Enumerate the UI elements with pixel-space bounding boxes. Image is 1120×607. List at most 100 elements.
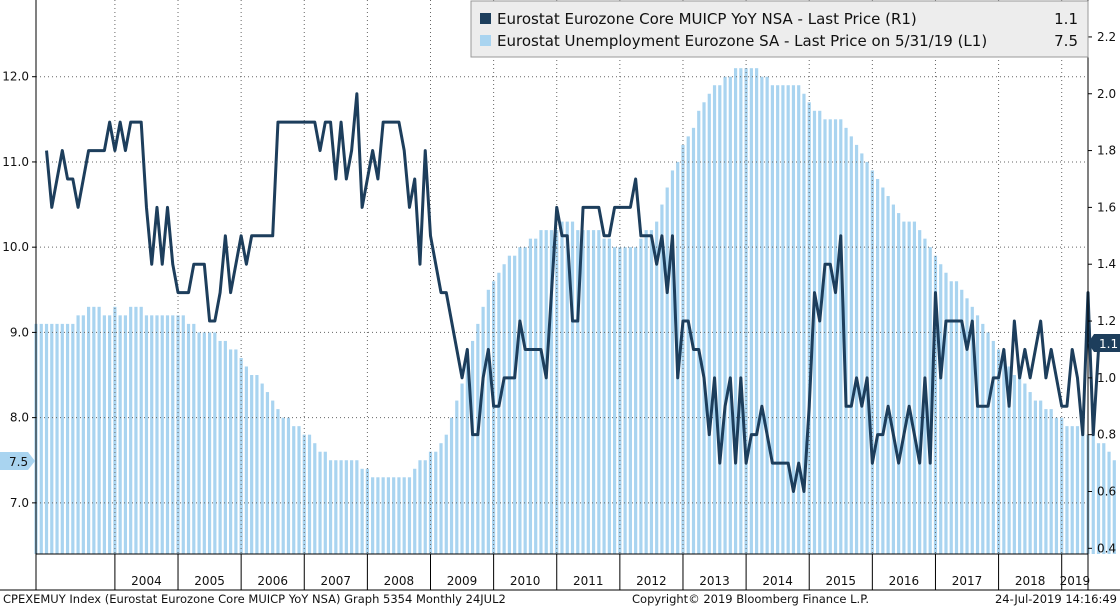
unemployment-bar <box>686 136 690 554</box>
unemployment-bar <box>1054 417 1059 554</box>
unemployment-bar <box>455 400 459 554</box>
unemployment-bar <box>613 247 617 555</box>
unemployment-bar <box>449 417 454 554</box>
unemployment-bar <box>770 85 774 554</box>
unemployment-bar <box>944 272 948 554</box>
right-axis-ticks: 0.4 0.6 0.8 1.0 1.2 1.4 1.6 1.8 2.0 2.2 <box>1088 30 1116 555</box>
unemployment-bar <box>92 306 96 554</box>
legend-swatch-core <box>480 13 491 24</box>
unemployment-bar <box>255 375 259 554</box>
year-label: 2019 <box>1060 574 1091 588</box>
unemployment-bar <box>181 315 185 554</box>
unemployment-bar <box>386 477 391 554</box>
right-tick-label: 0.6 <box>1097 484 1116 498</box>
unemployment-bar <box>1060 417 1064 554</box>
unemployment-bar <box>981 323 985 554</box>
axes <box>0 0 1120 591</box>
unemployment-bar <box>1023 383 1027 554</box>
unemployment-bar <box>655 221 659 554</box>
unemployment-bar <box>1018 375 1022 554</box>
unemployment-bar <box>476 323 480 554</box>
unemployment-bar <box>1112 460 1116 554</box>
unemployment-bar <box>271 400 275 554</box>
year-label: 2004 <box>131 574 162 588</box>
unemployment-bar <box>623 247 627 555</box>
unemployment-bar <box>518 247 522 555</box>
unemployment-bar <box>65 323 70 554</box>
unemployment-bar <box>313 443 317 554</box>
legend-swatch-unemployment <box>480 35 491 46</box>
unemployment-bar <box>428 451 433 554</box>
unemployment-bar <box>71 323 75 554</box>
unemployment-bar <box>286 417 291 554</box>
unemployment-bar <box>781 85 785 554</box>
unemployment-bar <box>823 119 827 554</box>
unemployment-bar <box>870 170 874 554</box>
unemployment-bar <box>528 238 533 554</box>
unemployment-bar <box>334 460 338 554</box>
legend-label-unemployment: Eurostat Unemployment Eurozone SA - Last… <box>497 32 987 50</box>
unemployment-bar <box>776 85 780 554</box>
unemployment-bar <box>392 477 396 554</box>
legend-label-core: Eurostat Eurozone Core MUICP YoY NSA - L… <box>497 10 917 28</box>
unemployment-bar <box>849 136 853 554</box>
unemployment-bar <box>1102 443 1106 554</box>
right-tick-label: 2.2 <box>1097 30 1116 44</box>
unemployment-bar <box>1096 443 1101 554</box>
legend: Eurostat Eurozone Core MUICP YoY NSA - L… <box>470 0 1089 58</box>
unemployment-bar <box>239 357 243 554</box>
unemployment-bar <box>881 187 885 554</box>
unemployment-bar <box>460 383 464 554</box>
unemployment-bar <box>307 434 312 554</box>
legend-value-core: 1.1 <box>1054 10 1078 28</box>
unemployment-bar <box>402 477 406 554</box>
unemployment-bar <box>413 468 417 554</box>
unemployment-bar <box>265 392 270 554</box>
unemployment-bar <box>928 247 932 555</box>
unemployment-bar <box>328 460 333 554</box>
unemployment-bar <box>739 68 743 555</box>
unemployment-bar <box>833 119 838 554</box>
unemployment-bar <box>1075 426 1080 554</box>
year-label: 2011 <box>573 574 604 588</box>
unemployment-bar <box>970 306 974 554</box>
unemployment-bar <box>539 230 543 554</box>
unemployment-bar <box>302 434 306 554</box>
unemployment-bar <box>544 230 548 554</box>
year-label: 2012 <box>636 574 667 588</box>
unemployment-bar <box>791 85 796 554</box>
unemployment-bar <box>39 323 43 554</box>
right-value-tag: 1.1 <box>1088 334 1120 352</box>
year-label: 2010 <box>510 574 541 588</box>
left-tick-label: 7.0 <box>10 496 29 510</box>
unemployment-bar <box>818 110 822 555</box>
footer: CPEXEMUY Index (Eurostat Eurozone Core M… <box>3 592 1117 606</box>
unemployment-bar <box>81 315 85 554</box>
unemployment-bar <box>502 264 506 554</box>
unemployment-bar <box>634 247 638 555</box>
unemployment-bar <box>902 221 906 554</box>
unemployment-bar <box>939 264 943 554</box>
unemployment-bar <box>260 383 264 554</box>
unemployment-bar <box>918 230 922 554</box>
unemployment-bar <box>129 306 133 554</box>
unemployment-bar <box>854 144 859 554</box>
right-tick-label: 2.0 <box>1097 87 1116 101</box>
unemployment-bar <box>891 204 895 555</box>
unemployment-bar <box>1070 426 1074 554</box>
unemployment-bar <box>497 272 501 554</box>
unemployment-bar <box>839 119 843 554</box>
year-label: 2006 <box>257 574 288 588</box>
unemployment-bar <box>418 460 422 554</box>
unemployment-bar <box>1039 400 1043 554</box>
year-label: 2005 <box>194 574 225 588</box>
unemployment-bar <box>397 477 401 554</box>
unemployment-bar <box>276 409 280 554</box>
unemployment-bar <box>365 468 369 554</box>
unemployment-bar <box>486 289 490 554</box>
unemployment-bar <box>176 315 180 554</box>
year-label: 2013 <box>699 574 730 588</box>
unemployment-bar <box>691 127 696 554</box>
unemployment-bar <box>965 298 969 554</box>
